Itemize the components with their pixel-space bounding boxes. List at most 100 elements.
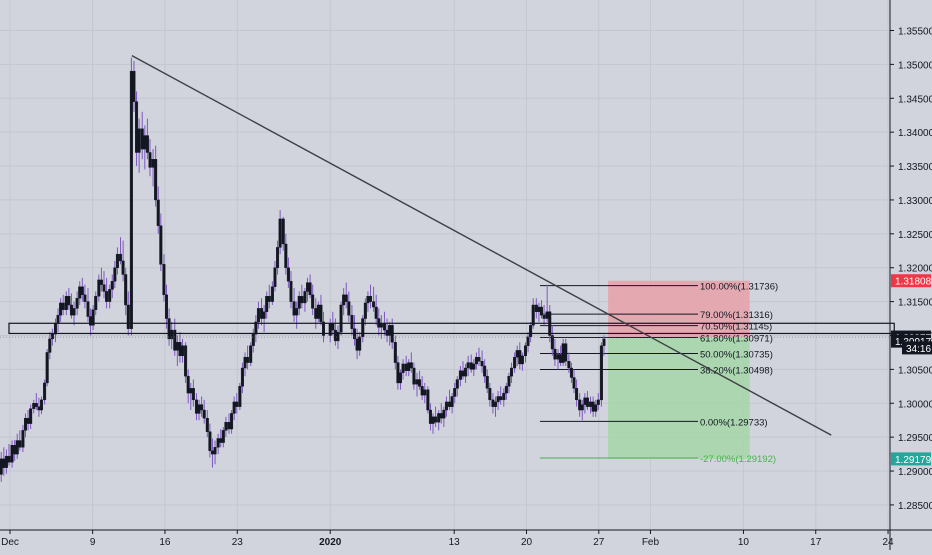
candle-down	[559, 354, 563, 363]
candle-up	[137, 128, 141, 153]
stop-loss-zone[interactable]	[608, 280, 750, 338]
candle-down	[572, 377, 576, 389]
candle-down	[67, 295, 71, 306]
candle-up	[4, 455, 8, 468]
candle-down	[159, 225, 163, 265]
trendline[interactable]	[131, 54, 832, 436]
candle-down	[178, 342, 182, 357]
candle-down	[350, 314, 354, 329]
candle-up	[273, 267, 277, 287]
candle-down	[396, 362, 400, 384]
candle-up	[466, 362, 470, 369]
candle-down	[292, 301, 296, 316]
candle-up	[602, 338, 606, 346]
candle-down	[184, 345, 188, 377]
price-tick-label: 1.33000	[898, 196, 932, 207]
candle-down	[409, 362, 413, 369]
price-label-tag[interactable]	[891, 452, 931, 466]
price-tick-label: 1.34000	[898, 128, 932, 139]
candle-up	[110, 281, 114, 290]
drawings[interactable]	[0, 54, 895, 436]
price-label-tag[interactable]	[891, 274, 931, 288]
candle-down	[311, 294, 315, 309]
candle-up	[515, 350, 519, 358]
candle-up	[474, 356, 478, 365]
candle-up	[43, 382, 47, 401]
candle-up	[0, 458, 3, 475]
candle-up	[358, 336, 362, 351]
candle-down	[37, 406, 41, 411]
candle-down	[2, 458, 6, 468]
candle-down	[374, 306, 378, 319]
candle-up	[303, 291, 307, 304]
candle-down	[126, 304, 130, 329]
candle-down	[420, 386, 424, 396]
candle-down	[186, 375, 190, 394]
candle-up	[342, 294, 346, 306]
candle-up	[32, 403, 36, 409]
candle-up	[523, 345, 527, 357]
candle-down	[145, 135, 149, 153]
time-tick-label: 16	[159, 537, 171, 548]
candle-down	[202, 409, 206, 419]
price-label-tag[interactable]	[902, 341, 932, 355]
candle-up	[232, 401, 236, 414]
candle-up	[580, 404, 584, 411]
candle-down	[499, 396, 503, 401]
candle-down	[553, 348, 557, 360]
time-tick-label: 10	[738, 537, 750, 548]
candle-up	[556, 354, 560, 360]
candle-up	[513, 356, 517, 369]
candle-down	[162, 264, 166, 296]
candle-down	[284, 243, 288, 268]
price-label-text: 1.31808	[895, 277, 932, 288]
candle-up	[221, 430, 225, 443]
candle-down	[124, 274, 128, 306]
time-axis[interactable]: Dec 9 16 23 2020 13 20 27 Feb 10 17 24	[0, 529, 932, 548]
fib-level-label: -27.00%(1.29192)	[700, 454, 776, 465]
candle-up	[113, 267, 117, 282]
candle-down	[308, 282, 312, 296]
position-zones[interactable]	[608, 280, 750, 459]
time-tick-label: 27	[593, 537, 605, 548]
candle-down	[210, 450, 214, 455]
candle-down	[542, 314, 546, 319]
candle-down	[575, 388, 579, 401]
candle-down	[205, 417, 209, 432]
price-axis[interactable]: 1.35500 1.35000 1.34500 1.34000 1.33500 1.330…	[889, 0, 932, 550]
candle-down	[550, 335, 554, 350]
candle-down	[289, 281, 293, 302]
candle-down	[154, 159, 158, 201]
fibonacci-retracement[interactable]: 100.00%(1.31736) 79.00%(1.31316)70.50%(1.…	[539, 282, 778, 465]
candle-up	[240, 367, 244, 387]
support-resistance-box[interactable]	[8, 322, 895, 335]
candle-down	[267, 295, 271, 302]
fib-level-label: 70.50%(1.31145)	[700, 322, 772, 333]
candle-down	[83, 294, 87, 302]
candle-down	[148, 152, 152, 168]
candle-up	[197, 404, 201, 414]
fib-level-label: 100.00%(1.31736)	[700, 282, 778, 293]
candle-up	[545, 311, 549, 319]
time-tick-label: 24	[882, 537, 894, 548]
price-tick-label: 1.35000	[898, 60, 932, 71]
candle-up	[363, 302, 367, 319]
candle-down	[488, 388, 492, 401]
candle-up	[431, 416, 435, 424]
candle-up	[537, 306, 541, 312]
candle-down	[89, 316, 93, 326]
candles	[0, 57, 606, 482]
take-profit-zone[interactable]	[608, 337, 750, 459]
candle-down	[477, 356, 481, 362]
candle-up	[366, 295, 370, 304]
time-tick-label: 17	[810, 537, 822, 548]
fib-level-label: 50.00%(1.30735)	[700, 349, 773, 360]
candle-down	[300, 295, 304, 304]
price-tick-label: 1.32500	[898, 230, 932, 241]
price-tick-label: 1.32000	[898, 264, 932, 275]
candle-up	[181, 345, 185, 357]
candle-down	[314, 308, 318, 319]
